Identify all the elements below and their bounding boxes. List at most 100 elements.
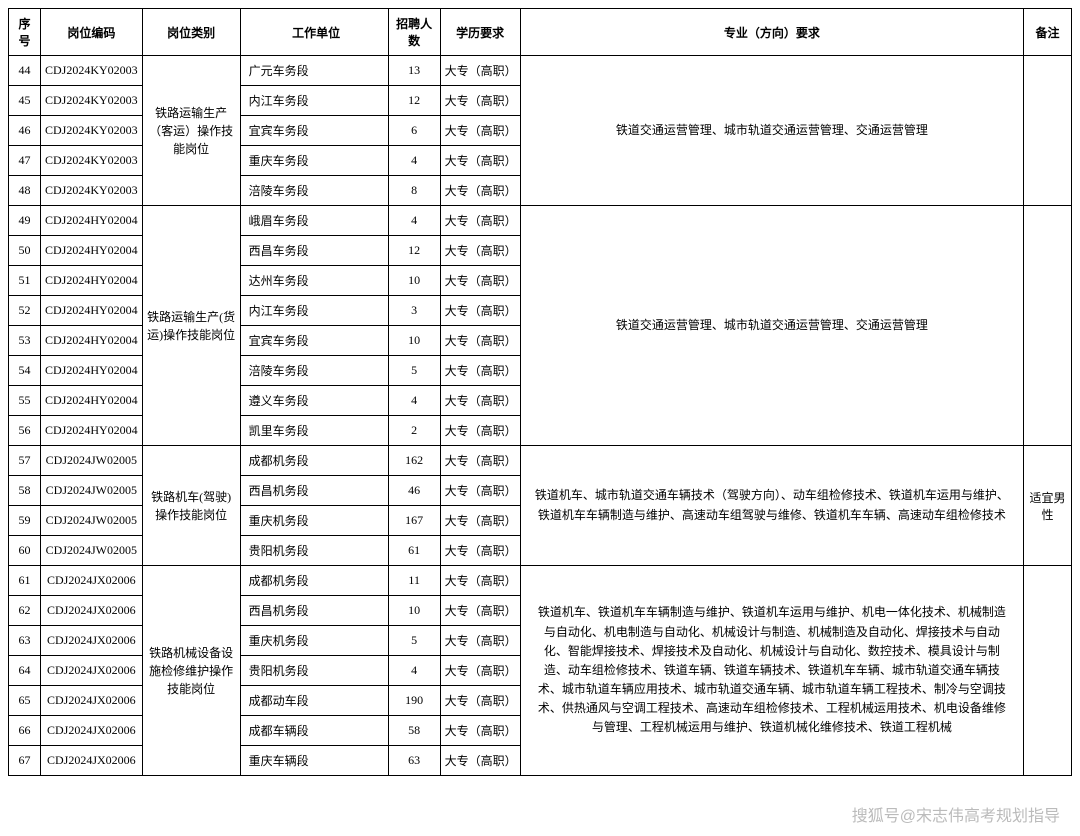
cell-unit: 达州车务段 bbox=[240, 266, 388, 296]
cell-code: CDJ2024JW02005 bbox=[41, 536, 143, 566]
cell-major: 铁道机车、城市轨道交通车辆技术（驾驶方向）、动车组检修技术、铁道机车运用与维护、… bbox=[520, 446, 1023, 566]
header-unit: 工作单位 bbox=[240, 9, 388, 56]
cell-edu: 大专（高职） bbox=[440, 236, 520, 266]
cell-unit: 内江车务段 bbox=[240, 296, 388, 326]
cell-category: 铁路运输生产（客运）操作技能岗位 bbox=[142, 56, 240, 206]
cell-num: 4 bbox=[388, 386, 440, 416]
cell-num: 5 bbox=[388, 626, 440, 656]
cell-code: CDJ2024JW02005 bbox=[41, 446, 143, 476]
cell-seq: 46 bbox=[9, 116, 41, 146]
cell-code: CDJ2024HY02004 bbox=[41, 326, 143, 356]
cell-edu: 大专（高职） bbox=[440, 506, 520, 536]
table-row: 44CDJ2024KY02003铁路运输生产（客运）操作技能岗位广元车务段13大… bbox=[9, 56, 1072, 86]
cell-note bbox=[1024, 56, 1072, 206]
cell-seq: 64 bbox=[9, 656, 41, 686]
cell-unit: 凯里车务段 bbox=[240, 416, 388, 446]
cell-edu: 大专（高职） bbox=[440, 146, 520, 176]
cell-code: CDJ2024HY02004 bbox=[41, 236, 143, 266]
cell-edu: 大专（高职） bbox=[440, 596, 520, 626]
cell-code: CDJ2024JW02005 bbox=[41, 476, 143, 506]
cell-edu: 大专（高职） bbox=[440, 296, 520, 326]
cell-code: CDJ2024JX02006 bbox=[41, 686, 143, 716]
cell-code: CDJ2024HY02004 bbox=[41, 266, 143, 296]
cell-num: 12 bbox=[388, 236, 440, 266]
cell-edu: 大专（高职） bbox=[440, 476, 520, 506]
cell-unit: 峨眉车务段 bbox=[240, 206, 388, 236]
cell-num: 190 bbox=[388, 686, 440, 716]
cell-category: 铁路机车(驾驶)操作技能岗位 bbox=[142, 446, 240, 566]
cell-code: CDJ2024HY02004 bbox=[41, 206, 143, 236]
header-code: 岗位编码 bbox=[41, 9, 143, 56]
cell-code: CDJ2024JX02006 bbox=[41, 626, 143, 656]
cell-note bbox=[1024, 206, 1072, 446]
cell-note bbox=[1024, 566, 1072, 776]
table-row: 61CDJ2024JX02006铁路机械设备设施检修维护操作技能岗位成都机务段1… bbox=[9, 566, 1072, 596]
cell-seq: 54 bbox=[9, 356, 41, 386]
cell-num: 6 bbox=[388, 116, 440, 146]
cell-major: 铁道交通运营管理、城市轨道交通运营管理、交通运营管理 bbox=[520, 56, 1023, 206]
cell-unit: 广元车务段 bbox=[240, 56, 388, 86]
cell-seq: 56 bbox=[9, 416, 41, 446]
cell-num: 5 bbox=[388, 356, 440, 386]
header-seq: 序号 bbox=[9, 9, 41, 56]
cell-category: 铁路运输生产(货运)操作技能岗位 bbox=[142, 206, 240, 446]
cell-code: CDJ2024HY02004 bbox=[41, 356, 143, 386]
cell-seq: 51 bbox=[9, 266, 41, 296]
cell-num: 8 bbox=[388, 176, 440, 206]
header-num: 招聘人数 bbox=[388, 9, 440, 56]
cell-edu: 大专（高职） bbox=[440, 656, 520, 686]
cell-num: 162 bbox=[388, 446, 440, 476]
cell-num: 4 bbox=[388, 656, 440, 686]
cell-category: 铁路机械设备设施检修维护操作技能岗位 bbox=[142, 566, 240, 776]
cell-code: CDJ2024JX02006 bbox=[41, 566, 143, 596]
cell-edu: 大专（高职） bbox=[440, 206, 520, 236]
cell-num: 10 bbox=[388, 266, 440, 296]
header-edu: 学历要求 bbox=[440, 9, 520, 56]
cell-code: CDJ2024HY02004 bbox=[41, 386, 143, 416]
cell-unit: 西昌车务段 bbox=[240, 236, 388, 266]
cell-seq: 63 bbox=[9, 626, 41, 656]
header-category: 岗位类别 bbox=[142, 9, 240, 56]
cell-edu: 大专（高职） bbox=[440, 626, 520, 656]
cell-unit: 重庆车辆段 bbox=[240, 746, 388, 776]
cell-edu: 大专（高职） bbox=[440, 56, 520, 86]
cell-unit: 成都机务段 bbox=[240, 566, 388, 596]
cell-code: CDJ2024HY02004 bbox=[41, 416, 143, 446]
cell-num: 4 bbox=[388, 146, 440, 176]
cell-seq: 44 bbox=[9, 56, 41, 86]
cell-seq: 59 bbox=[9, 506, 41, 536]
cell-unit: 重庆机务段 bbox=[240, 626, 388, 656]
cell-seq: 60 bbox=[9, 536, 41, 566]
cell-num: 167 bbox=[388, 506, 440, 536]
cell-seq: 55 bbox=[9, 386, 41, 416]
cell-code: CDJ2024JX02006 bbox=[41, 746, 143, 776]
cell-seq: 49 bbox=[9, 206, 41, 236]
cell-code: CDJ2024KY02003 bbox=[41, 116, 143, 146]
watermark-text: 搜狐号@宋志伟高考规划指导 bbox=[852, 802, 1060, 826]
cell-edu: 大专（高职） bbox=[440, 356, 520, 386]
cell-unit: 西昌机务段 bbox=[240, 596, 388, 626]
cell-edu: 大专（高职） bbox=[440, 416, 520, 446]
cell-major: 铁道机车、铁道机车车辆制造与维护、铁道机车运用与维护、机电一体化技术、机械制造与… bbox=[520, 566, 1023, 776]
cell-edu: 大专（高职） bbox=[440, 116, 520, 146]
cell-seq: 47 bbox=[9, 146, 41, 176]
header-row: 序号 岗位编码 岗位类别 工作单位 招聘人数 学历要求 专业（方向）要求 备注 bbox=[9, 9, 1072, 56]
cell-edu: 大专（高职） bbox=[440, 176, 520, 206]
cell-seq: 57 bbox=[9, 446, 41, 476]
cell-unit: 贵阳机务段 bbox=[240, 536, 388, 566]
cell-num: 10 bbox=[388, 326, 440, 356]
cell-num: 61 bbox=[388, 536, 440, 566]
cell-unit: 重庆机务段 bbox=[240, 506, 388, 536]
cell-num: 3 bbox=[388, 296, 440, 326]
cell-seq: 45 bbox=[9, 86, 41, 116]
cell-edu: 大专（高职） bbox=[440, 386, 520, 416]
cell-edu: 大专（高职） bbox=[440, 446, 520, 476]
cell-num: 11 bbox=[388, 566, 440, 596]
cell-note: 适宜男性 bbox=[1024, 446, 1072, 566]
cell-unit: 成都动车段 bbox=[240, 686, 388, 716]
cell-edu: 大专（高职） bbox=[440, 566, 520, 596]
cell-code: CDJ2024KY02003 bbox=[41, 146, 143, 176]
cell-seq: 48 bbox=[9, 176, 41, 206]
cell-unit: 内江车务段 bbox=[240, 86, 388, 116]
cell-edu: 大专（高职） bbox=[440, 536, 520, 566]
